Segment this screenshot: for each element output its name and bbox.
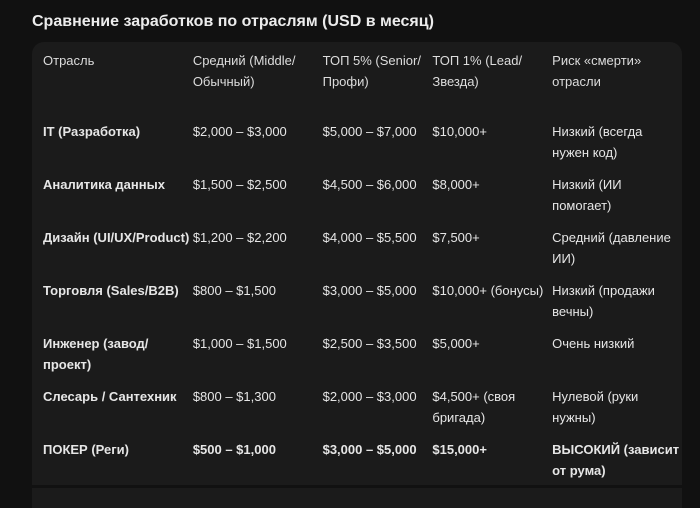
table-cell: Средний (давление ИИ) xyxy=(552,230,671,266)
table-cell: $2,500 – $3,500 xyxy=(322,336,417,351)
table-row: Дизайн (UI/UX/Product) $1,200 – $2,200 $4,… xyxy=(43,227,682,280)
table-cell: Дизайн (UI/UX/Product) xyxy=(43,230,190,245)
table-cell: Аналитика данных xyxy=(43,177,165,192)
table-cell: Нулевой (руки нужны) xyxy=(552,389,639,425)
table-row: Слесарь / Сантехник $800 – $1,300 $2,000 –… xyxy=(43,386,682,439)
table-cell: IT (Разработка) xyxy=(43,124,141,139)
column-header: Средний (Middle/ Обычный) xyxy=(192,53,296,89)
table-cell: $5,000+ xyxy=(432,336,480,351)
table-cell: Низкий (продажи вечны) xyxy=(552,283,655,319)
table-cell: $3,000 – $5,000 xyxy=(322,442,417,457)
next-panel xyxy=(32,488,682,508)
table-cell: Низкий (ИИ помогает) xyxy=(552,177,622,213)
table-cell: ВЫСОКИЙ (зависит от рума) xyxy=(552,442,680,478)
table-cell: Торговля (Sales/B2B) xyxy=(43,283,179,298)
column-header: Отрасль xyxy=(43,53,95,68)
table-cell: $7,500+ xyxy=(432,230,480,245)
table-cell: $1,200 – $2,200 xyxy=(192,230,287,245)
column-header: ТОП 5% (Senior/ Профи) xyxy=(322,53,421,89)
table-cell: $800 – $1,500 xyxy=(192,283,276,298)
table-header-row: Отрасль Средний (Middle/ Обычный) ТОП 5% (… xyxy=(43,50,682,121)
table-cell: $3,000 – $5,000 xyxy=(322,283,417,298)
table-cell: $500 – $1,000 xyxy=(192,442,276,457)
table-row: Аналитика данных $1,500 – $2,500 $4,500 – … xyxy=(43,174,682,227)
table-cell: $1,500 – $2,500 xyxy=(192,177,287,192)
column-header: Риск «смерти» отрасли xyxy=(552,53,642,89)
table-row: ПОКЕР (Реги) $500 – $1,000 $3,000 – $5,000… xyxy=(43,439,682,492)
table-row: IT (Разработка) $2,000 – $3,000 $5,000 – $… xyxy=(43,121,682,174)
table-cell: Низкий (всегда нужен код) xyxy=(552,124,643,160)
table-cell: $800 – $1,300 xyxy=(192,389,276,404)
column-header: ТОП 1% (Lead/ Звезда) xyxy=(432,53,523,89)
table-cell: $4,000 – $5,500 xyxy=(322,230,417,245)
page-title: Сравнение заработков по отраслям (USD в … xyxy=(32,13,434,30)
table-cell: Слесарь / Сантехник xyxy=(43,389,177,404)
table-cell: $4,500 – $6,000 xyxy=(322,177,417,192)
earnings-table: Отрасль Средний (Middle/ Обычный) ТОП 5% (… xyxy=(43,50,682,492)
table-row: Торговля (Sales/B2B) $800 – $1,500 $3,000 … xyxy=(43,280,682,333)
table-cell: Инженер (завод/ проект) xyxy=(43,336,149,372)
earnings-table-panel: Отрасль Средний (Middle/ Обычный) ТОП 5% (… xyxy=(32,42,682,485)
table-cell: $2,000 – $3,000 xyxy=(322,389,417,404)
table-cell: $2,000 – $3,000 xyxy=(192,124,287,139)
table-cell: $5,000 – $7,000 xyxy=(322,124,417,139)
table-cell: $1,000 – $1,500 xyxy=(192,336,287,351)
table-cell: $15,000+ xyxy=(432,442,487,457)
table-cell: $10,000+ (бонусы) xyxy=(432,283,544,298)
table-cell: $10,000+ xyxy=(432,124,487,139)
table-cell: $8,000+ xyxy=(432,177,480,192)
table-cell: $4,500+ (своя бригада) xyxy=(432,389,516,425)
table-row: Инженер (завод/ проект) $1,000 – $1,500 $2… xyxy=(43,333,682,386)
table-cell: Очень низкий xyxy=(552,336,635,351)
table-cell: ПОКЕР (Реги) xyxy=(43,442,129,457)
